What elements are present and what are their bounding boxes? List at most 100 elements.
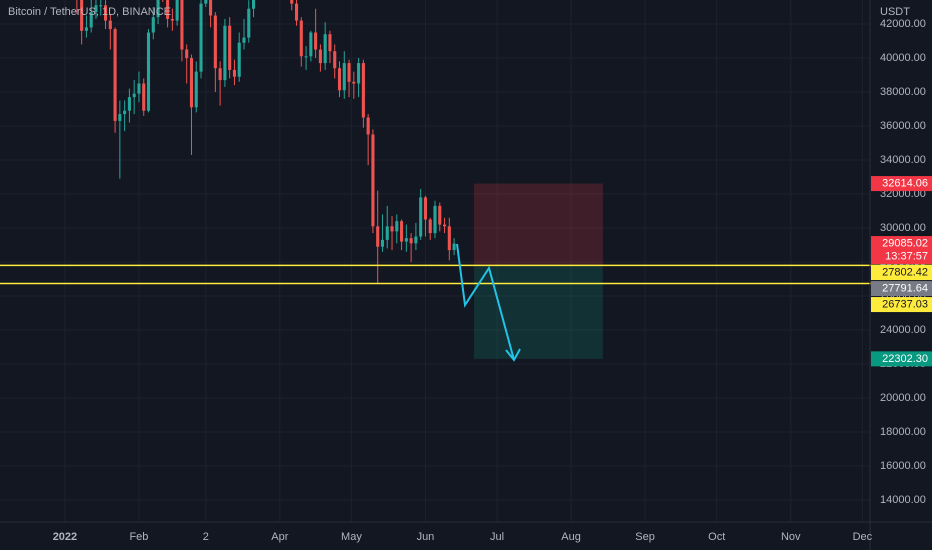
stop-zone [473, 183, 603, 266]
candle-body [170, 18, 174, 21]
candle-body [409, 238, 413, 244]
candle-body [333, 51, 337, 69]
y-tick-label: 42000.00 [880, 18, 926, 30]
x-tick-label: Feb [129, 531, 148, 543]
y-tick-label: 14000.00 [880, 494, 926, 506]
candle-body [118, 114, 122, 121]
candle-body [371, 134, 375, 227]
price-label: 27802.42 [882, 266, 928, 278]
candles [76, 0, 456, 285]
candle-body [232, 69, 237, 77]
candle-body [99, 5, 103, 7]
candle-body [142, 83, 146, 111]
candle-body [385, 226, 389, 240]
candle-body [447, 226, 451, 251]
candle-body [127, 97, 131, 111]
candle-body [309, 32, 313, 57]
candle-body [242, 37, 246, 43]
x-tick-label: Jul [490, 531, 504, 543]
price-label: 26737.03 [882, 298, 928, 310]
candle-body [89, 12, 93, 28]
candle-body [199, 3, 203, 72]
y-tick-label: 30000.00 [880, 222, 926, 234]
candle-body [108, 20, 112, 30]
price-label: 27791.64 [882, 282, 928, 294]
price-label-box [871, 236, 932, 265]
candle-body [352, 81, 356, 84]
candle-body [137, 83, 141, 94]
candle-body [414, 236, 418, 244]
projection-arrow [456, 243, 515, 361]
candle-body [84, 27, 88, 31]
price-label-box [871, 297, 932, 313]
candle-body [357, 63, 361, 84]
position-tool [473, 183, 603, 359]
candle-body [419, 197, 423, 237]
target-zone [473, 265, 603, 359]
price-label-box [871, 265, 932, 281]
y-tick-label: 34000.00 [880, 154, 926, 166]
price-label: 22302.30 [882, 353, 928, 365]
y-tick-label: 18000.00 [880, 426, 926, 438]
candle-body [166, 0, 170, 19]
y-tick-label: 36000.00 [880, 120, 926, 132]
price-label-box [871, 176, 932, 192]
candle-body [390, 226, 394, 232]
grid [0, 0, 870, 522]
candle-body [452, 243, 456, 251]
candle-body [294, 3, 299, 21]
x-tick-label: Apr [271, 531, 288, 543]
x-tick-label: Jun [417, 531, 435, 543]
candle-body [314, 32, 318, 50]
candle-body [290, 0, 294, 4]
candle-body [223, 25, 227, 81]
price-label: 29085.02 [882, 237, 928, 249]
candle-body [423, 197, 428, 220]
y-tick-label: 24000.00 [880, 324, 926, 336]
candle-body [218, 68, 222, 81]
candle-body [213, 15, 217, 69]
candle-body [80, 0, 84, 31]
candle-body [103, 5, 108, 21]
y-tick-label: 20000.00 [880, 392, 926, 404]
horizontal-lines [0, 264, 932, 285]
candle-body [304, 56, 308, 58]
x-tick-label: Oct [708, 531, 725, 543]
candle-body [228, 25, 232, 70]
candle-body [404, 238, 408, 242]
candle-body [380, 239, 385, 247]
x-tick-label: May [341, 531, 362, 543]
candle-body [247, 8, 251, 38]
candle-body [361, 63, 365, 118]
candle-body [323, 34, 327, 64]
price-label-box [871, 351, 932, 367]
y-tick-label: 40000.00 [880, 52, 926, 64]
candle-body [194, 71, 198, 108]
candle-body [237, 42, 241, 77]
candle-body [146, 32, 151, 111]
candle-body [132, 93, 136, 98]
x-tick-label: Sep [635, 531, 655, 543]
candle-body [400, 221, 404, 242]
price-label-box [871, 281, 932, 297]
candle-body [251, 0, 256, 9]
candle-body [299, 20, 303, 57]
candle-body [189, 58, 194, 108]
x-tick-label: 2 [203, 531, 209, 543]
x-tick-label: Dec [853, 531, 873, 543]
candle-body [428, 219, 432, 234]
candle-body [318, 49, 322, 64]
candle-body [204, 0, 208, 4]
y-tick-label: 16000.00 [880, 460, 926, 472]
chart-title: Bitcoin / TetherUS, 1D, BINANCE [8, 6, 171, 18]
candle-body [347, 63, 351, 82]
x-tick-label: 2022 [53, 531, 77, 543]
candle-body [366, 117, 370, 135]
candle-body [376, 226, 380, 247]
candle-body [395, 221, 399, 232]
candle-body [113, 29, 117, 121]
